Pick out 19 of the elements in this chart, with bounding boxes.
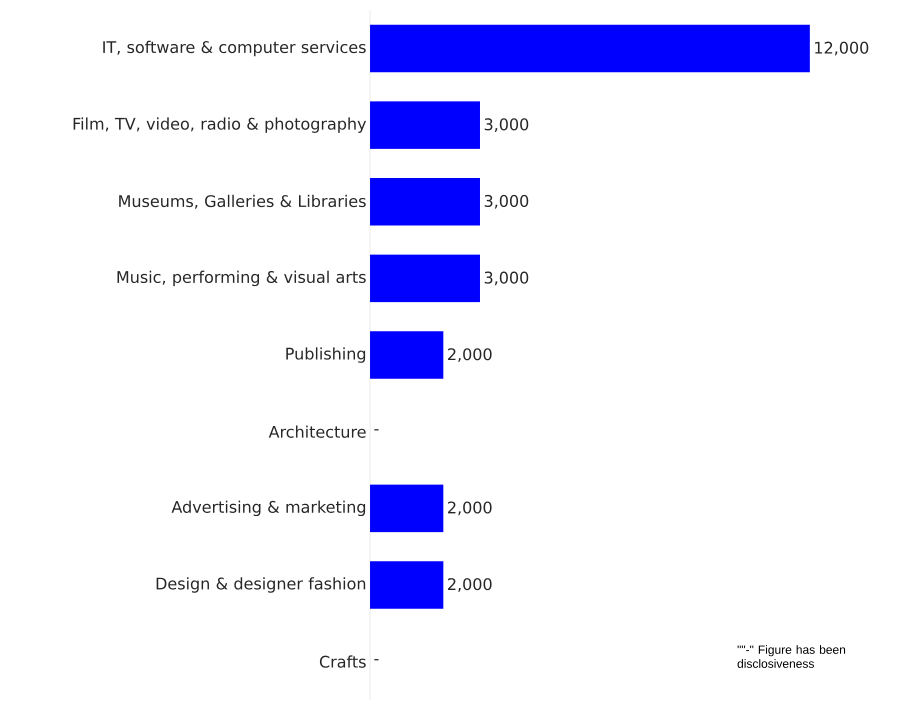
y-tick-label: IT, software & computer services xyxy=(103,40,366,56)
annotation: ""-" Figure has been disclosiveness xyxy=(738,645,846,668)
data-label: 2,000 xyxy=(448,501,492,516)
data-label: 3,000 xyxy=(484,272,528,286)
y-tick-label: Design & designer fashion xyxy=(156,577,366,593)
data-label: 12,000 xyxy=(815,42,868,56)
y-tick-label: Museums, Galleries & Libraries xyxy=(119,194,366,209)
text: - xyxy=(374,659,379,660)
y-tick-label: Advertising & marketing xyxy=(172,500,366,516)
y-tick-label: Architecture xyxy=(268,425,366,438)
data-label: 2,000 xyxy=(448,348,492,362)
text: - xyxy=(374,429,379,430)
data-label: 3,000 xyxy=(484,194,528,209)
data-label: 3,000 xyxy=(484,118,528,132)
y-tick-label: Music, performing & visual arts xyxy=(118,270,366,286)
y-tick-label: Film, TV, video, radio & photography xyxy=(74,117,366,133)
y-tick-label: Crafts xyxy=(320,655,366,668)
y-tick-label: Publishing xyxy=(286,347,366,363)
data-label: 2,000 xyxy=(448,578,492,592)
